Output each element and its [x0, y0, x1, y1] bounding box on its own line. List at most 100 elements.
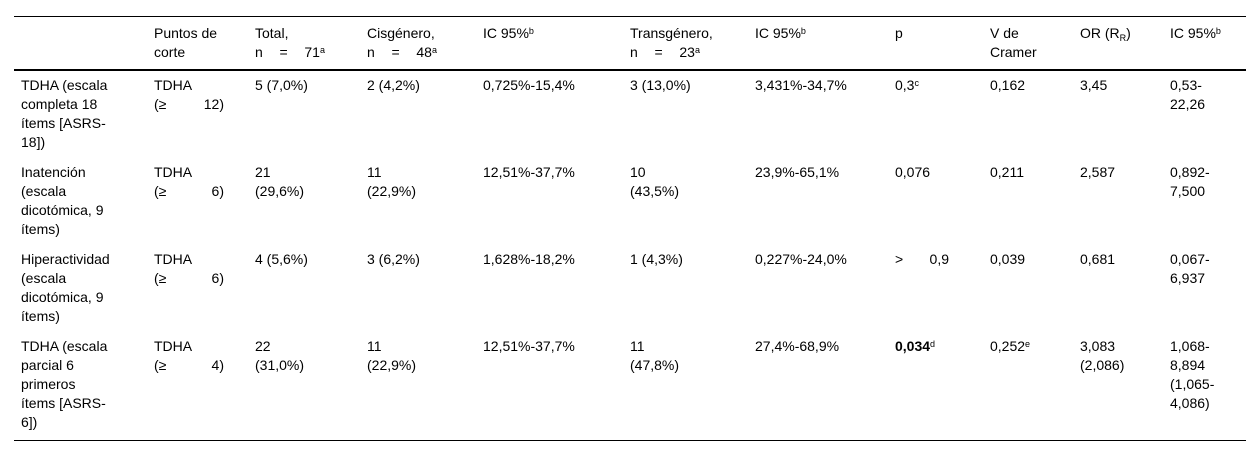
sup-text: a — [694, 44, 700, 55]
text-run: Cisgénero, — [367, 25, 435, 41]
cell-line: completa 18 — [21, 95, 154, 114]
text-run: 0,162 — [990, 77, 1026, 93]
cell-ic95-transgenero: 27,4%-68,9% — [755, 337, 895, 356]
cell-line: 10 — [630, 163, 755, 182]
cell-puntos-de-corte: TDHA (≥ 6) — [154, 250, 255, 288]
cell-cisgenero-n: 11 (22,9%) — [367, 163, 483, 201]
cell-total-n: 21 (29,6%) — [255, 163, 367, 201]
text-run: p — [895, 25, 903, 41]
cell-line: n = 48a — [367, 43, 437, 62]
sub-text: R — [1119, 33, 1127, 43]
cell-line: p — [895, 24, 990, 43]
cell-line: 0,034d — [895, 337, 990, 356]
cell-cisgenero-n: 11 (22,9%) — [367, 337, 483, 375]
cell-transgenero-n: 11 (47,8%) — [630, 337, 755, 375]
header-cell-puntos-de-corte: Puntos de corte — [154, 24, 255, 62]
cell-line: 18]) — [21, 133, 154, 152]
text-run: 22,26 — [1170, 96, 1206, 112]
cell-line: 12,51%-37,7% — [483, 163, 630, 182]
cell-line: (47,8%) — [630, 356, 755, 375]
cell-line: IC 95%b — [483, 24, 630, 43]
text-run: 11 — [630, 338, 645, 354]
text-run: 0,3 — [895, 77, 915, 93]
cell-line: 6,937 — [1170, 269, 1246, 288]
cell-cisgenero-n: 2 (4,2%) — [367, 76, 483, 95]
cell-p-value: > 0,9 — [895, 250, 990, 269]
cell-total-n: 4 (5,6%) — [255, 250, 367, 269]
text-run: 11 — [367, 164, 382, 180]
cell-puntos-de-corte: TDHA (≥ 12) — [154, 76, 255, 114]
cell-row-label: TDHA (escala parcial 6 primeros ítems [ASRS… — [14, 337, 154, 432]
text-run: Total, — [255, 25, 289, 41]
text-run: TDHA — [154, 77, 193, 93]
cell-or-rr: 2,587 — [1080, 163, 1170, 182]
text-run: (31,0%) — [255, 357, 305, 373]
text-run: 4 (5,6%) — [255, 251, 308, 267]
text-run: (≥ 6) — [154, 183, 224, 199]
text-run: 3 (13,0%) — [630, 77, 691, 93]
text-run: dicotómica, 9 — [21, 202, 104, 218]
text-run: Cramer — [990, 44, 1037, 60]
text-run: n = 23 — [630, 44, 695, 60]
cell-puntos-de-corte: TDHA (≥ 6) — [154, 163, 255, 201]
cell-ic95-transgenero: 23,9%-65,1% — [755, 163, 895, 182]
text-run: 0,034 — [895, 338, 931, 354]
text-run: 1 (4,3%) — [630, 251, 683, 267]
cell-v-de-cramer: 0,211 — [990, 163, 1080, 182]
cell-p-value: 0,076 — [895, 163, 990, 182]
text-run: IC 95% — [755, 25, 801, 41]
text-run: 8,894 — [1170, 357, 1206, 373]
cell-line: (22,9%) — [367, 182, 483, 201]
cell-ic95-transgenero: 0,227%-24,0% — [755, 250, 895, 269]
header-cell-total-n: Total, n = 71a — [255, 24, 367, 62]
sup-text: b — [800, 25, 806, 36]
cell-line: 2,587 — [1080, 163, 1170, 182]
cell-line: dicotómica, 9 — [21, 201, 154, 220]
text-run: TDHA (escala — [21, 77, 108, 93]
header-cell-ic95-transgenero: IC 95%b — [755, 24, 895, 43]
cell-or-rr: 0,681 — [1080, 250, 1170, 269]
header-cell-transgenero-n: Transgénero, n = 23a — [630, 24, 755, 62]
header-cell-row-label — [14, 24, 154, 43]
text-run: (22,9%) — [367, 183, 417, 199]
cell-line: parcial 6 — [21, 356, 154, 375]
cell-line: 4,086) — [1170, 394, 1246, 413]
text-run: 0,892- — [1170, 164, 1210, 180]
text-run: IC 95% — [1170, 25, 1216, 41]
cell-line: TDHA — [154, 250, 255, 269]
text-run: (1,065- — [1170, 376, 1215, 392]
cell-line: > 0,9 — [895, 250, 949, 269]
text-run: ítems) — [21, 308, 60, 324]
cell-line: TDHA (escala — [21, 337, 154, 356]
cell-line: 2 (4,2%) — [367, 76, 483, 95]
cell-line: (2,086) — [1080, 356, 1170, 375]
text-run: corte — [154, 44, 186, 60]
cell-line: ítems) — [21, 220, 154, 239]
text-run: 10 — [630, 164, 646, 180]
cell-line: IC 95%b — [755, 24, 895, 43]
cell-line: 0,252e — [990, 337, 1080, 356]
cell-line: Cramer — [990, 43, 1080, 62]
sup-text: d — [930, 338, 936, 349]
sup-text: e — [1025, 338, 1031, 349]
cell-line: 0,681 — [1080, 250, 1170, 269]
cell-line: primeros — [21, 375, 154, 394]
cell-line: dicotómica, 9 — [21, 288, 154, 307]
results-table: Puntos de corte Total, n = 71a Cisgénero, n =… — [14, 16, 1246, 441]
text-run: n = 48 — [367, 44, 432, 60]
cell-v-de-cramer: 0,162 — [990, 76, 1080, 95]
cell-line: n = 23a — [630, 43, 700, 62]
cell-line: (escala — [21, 182, 154, 201]
header-cell-v-de-cramer: V de Cramer — [990, 24, 1080, 62]
text-run: (escala — [21, 183, 67, 199]
cell-line: (≥ 6) — [154, 269, 224, 288]
cell-row-label: TDHA (escala completa 18 ítems [ASRS- 18]) — [14, 76, 154, 152]
cell-row-label: Hiperactividad (escala dicotómica, 9 ítems) — [14, 250, 154, 326]
text-run: (43,5%) — [630, 183, 680, 199]
cell-ic95-or: 1,068- 8,894 (1,065- 4,086) — [1170, 337, 1246, 413]
text-run: (≥ 6) — [154, 270, 224, 286]
text-run: 0,211 — [990, 164, 1024, 180]
text-run: (22,9%) — [367, 357, 417, 373]
cell-line: 1 (4,3%) — [630, 250, 755, 269]
